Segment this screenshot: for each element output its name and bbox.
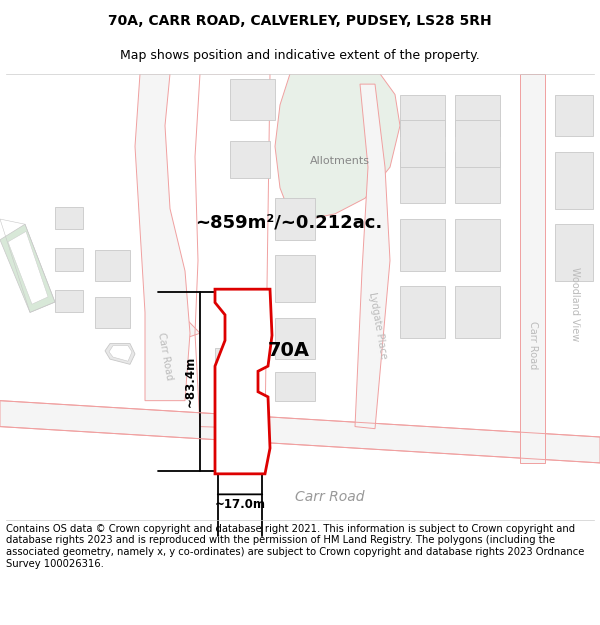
Text: ~83.4m: ~83.4m xyxy=(184,356,197,407)
Polygon shape xyxy=(105,344,135,364)
Polygon shape xyxy=(0,74,600,520)
Polygon shape xyxy=(135,74,190,401)
Polygon shape xyxy=(109,346,132,361)
Polygon shape xyxy=(95,297,130,328)
Text: Carr Road: Carr Road xyxy=(295,491,365,504)
Text: 70A, CARR ROAD, CALVERLEY, PUDSEY, LS28 5RH: 70A, CARR ROAD, CALVERLEY, PUDSEY, LS28 … xyxy=(108,14,492,28)
Polygon shape xyxy=(0,224,55,312)
Text: Woodland View: Woodland View xyxy=(570,268,580,342)
Polygon shape xyxy=(275,198,315,240)
Polygon shape xyxy=(555,224,593,281)
Polygon shape xyxy=(215,377,240,398)
Polygon shape xyxy=(555,152,593,209)
Polygon shape xyxy=(275,372,315,401)
Text: ~859m²/~0.212ac.: ~859m²/~0.212ac. xyxy=(195,214,382,231)
Text: Lydgate Place: Lydgate Place xyxy=(367,291,389,359)
Polygon shape xyxy=(230,79,275,121)
Text: Allotments: Allotments xyxy=(310,156,370,166)
Polygon shape xyxy=(455,286,500,338)
Polygon shape xyxy=(215,348,237,366)
Polygon shape xyxy=(155,302,200,338)
Polygon shape xyxy=(400,152,445,204)
Polygon shape xyxy=(165,74,285,354)
Polygon shape xyxy=(555,94,593,136)
Polygon shape xyxy=(230,141,270,177)
Polygon shape xyxy=(400,219,445,271)
Polygon shape xyxy=(8,231,48,304)
Polygon shape xyxy=(455,152,500,204)
Polygon shape xyxy=(400,121,445,167)
Polygon shape xyxy=(355,84,390,429)
Polygon shape xyxy=(455,121,500,167)
Text: Carr Road: Carr Road xyxy=(156,331,174,381)
Polygon shape xyxy=(95,250,130,281)
Polygon shape xyxy=(55,207,83,229)
Text: 70A: 70A xyxy=(268,341,310,360)
Polygon shape xyxy=(275,318,315,359)
Polygon shape xyxy=(55,289,83,312)
Polygon shape xyxy=(455,219,500,271)
Polygon shape xyxy=(0,401,600,463)
Polygon shape xyxy=(400,286,445,338)
Polygon shape xyxy=(455,94,500,136)
Text: Contains OS data © Crown copyright and database right 2021. This information is : Contains OS data © Crown copyright and d… xyxy=(6,524,584,569)
Polygon shape xyxy=(520,74,545,463)
Polygon shape xyxy=(215,289,272,474)
Polygon shape xyxy=(275,74,400,219)
Text: Map shows position and indicative extent of the property.: Map shows position and indicative extent… xyxy=(120,49,480,62)
Polygon shape xyxy=(400,94,445,136)
Polygon shape xyxy=(275,256,315,302)
Text: Carr Road: Carr Road xyxy=(528,321,538,370)
Polygon shape xyxy=(55,248,83,271)
Text: ~17.0m: ~17.0m xyxy=(215,498,265,511)
